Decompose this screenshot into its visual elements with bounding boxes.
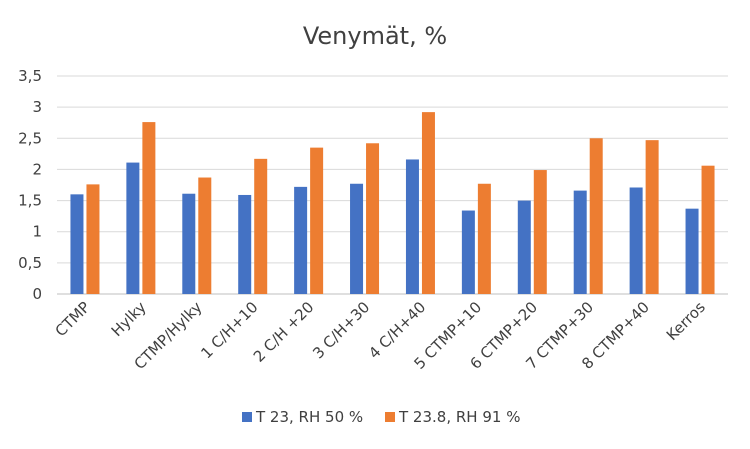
- x-category-label: Kerros: [663, 298, 709, 344]
- bar-rh50-3: [238, 194, 252, 294]
- bar-rh91-7: [477, 183, 491, 294]
- legend-label: T 23.8, RH 91 %: [398, 408, 520, 426]
- bar-rh91-0: [86, 184, 100, 294]
- y-tick-label: 2: [32, 160, 42, 178]
- y-tick-label: 0,5: [18, 254, 42, 272]
- legend-swatch: [242, 412, 252, 422]
- bar-rh91-5: [366, 143, 380, 294]
- chart-title: Venymät, %: [303, 22, 447, 50]
- legend: T 23, RH 50 % T 23.8, RH 91 %: [242, 408, 520, 426]
- bar-rh91-11: [701, 165, 715, 294]
- bar-rh50-1: [126, 162, 140, 294]
- bar-rh50-9: [573, 190, 587, 294]
- legend-swatch: [385, 412, 395, 422]
- bars: [70, 112, 715, 294]
- y-tick-label: 2,5: [18, 129, 42, 147]
- y-tick-label: 1: [32, 223, 42, 241]
- y-tick-label: 1,5: [18, 192, 42, 210]
- bar-rh91-8: [533, 170, 547, 294]
- x-category-label: 3 C/H+30: [309, 298, 373, 362]
- bar-rh91-9: [589, 138, 603, 294]
- bar-rh50-8: [517, 200, 531, 294]
- x-category-label: CTMP: [52, 298, 94, 340]
- y-tick-label: 3,5: [18, 67, 42, 85]
- bar-rh91-10: [645, 140, 659, 294]
- y-tick-label: 3: [32, 98, 42, 116]
- bar-rh50-4: [294, 186, 308, 294]
- y-tick-label: 0: [32, 285, 42, 303]
- bar-rh50-7: [461, 210, 475, 294]
- bar-rh91-4: [310, 147, 324, 294]
- bar-rh50-10: [629, 187, 643, 294]
- x-category-label: Hylky: [108, 298, 150, 340]
- bar-rh50-2: [182, 193, 196, 294]
- gridlines: [57, 75, 728, 295]
- bar-rh50-0: [70, 194, 84, 294]
- bar-rh50-6: [405, 159, 419, 294]
- bar-rh91-6: [421, 112, 435, 294]
- bar-rh50-11: [685, 208, 699, 294]
- bar-rh91-2: [198, 177, 212, 294]
- bar-rh91-3: [254, 158, 268, 294]
- bar-rh91-1: [142, 122, 156, 294]
- y-axis-ticks: 0 0,5 1 1,5 2 2,5 3 3,5: [18, 67, 42, 303]
- legend-label: T 23, RH 50 %: [255, 408, 363, 426]
- x-category-label: 2 C/H +20: [250, 298, 318, 366]
- bar-rh50-5: [350, 183, 364, 294]
